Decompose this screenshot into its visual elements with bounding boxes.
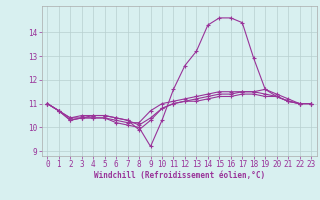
X-axis label: Windchill (Refroidissement éolien,°C): Windchill (Refroidissement éolien,°C) xyxy=(94,171,265,180)
